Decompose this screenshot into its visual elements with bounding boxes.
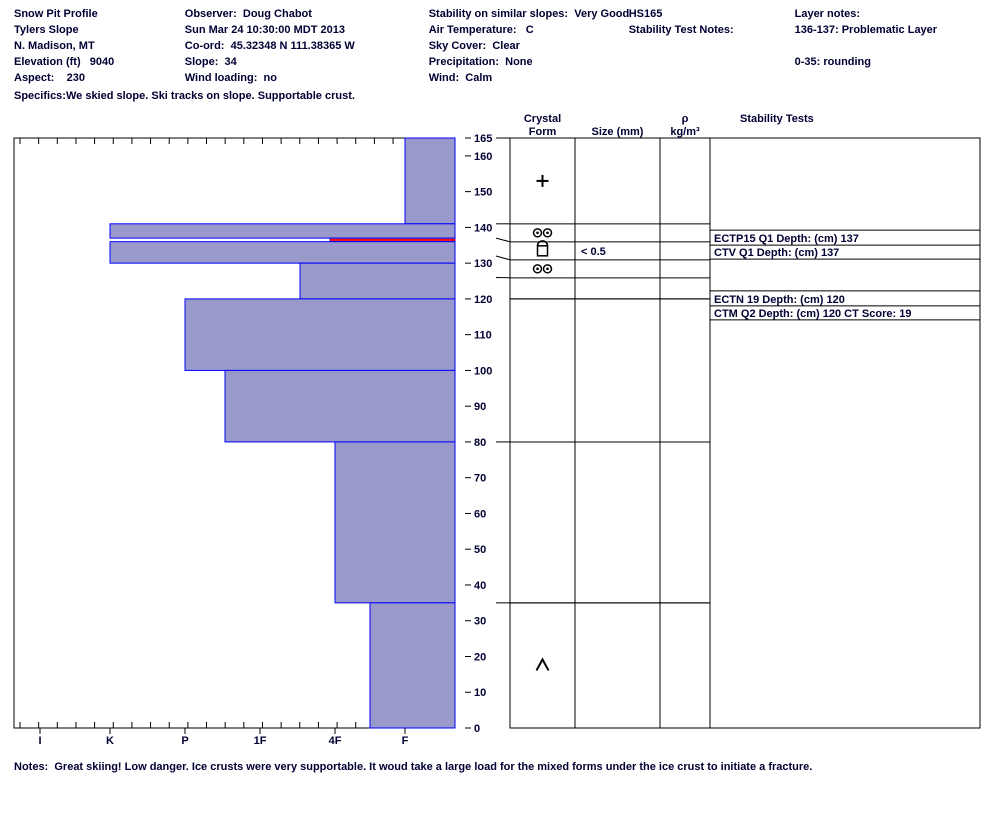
stability-label: Stability on similar slopes: (429, 8, 568, 20)
slope-value: 34 (225, 56, 237, 68)
aspect-label: Aspect: (14, 72, 54, 84)
svg-text:20: 20 (474, 651, 486, 663)
notes-text: Great skiing! Low danger. Ice crusts wer… (54, 761, 812, 773)
stability-value: Very Good (574, 8, 629, 20)
snow-profile-chart: I K P 1F 4F F 0 10 20 30 40 50 60 70 80 90 100 110 120 130 1… (0, 108, 994, 758)
svg-text:1F: 1F (254, 735, 267, 747)
notes-label: Notes: (14, 761, 48, 773)
aspect-value: 230 (67, 72, 85, 84)
svg-text:CTM Q2 Depth: (cm) 120 CT Scor: CTM Q2 Depth: (cm) 120 CT Score: 19 (714, 308, 911, 320)
svg-text:ECTP15 Q1 Depth: (cm) 137: ECTP15 Q1 Depth: (cm) 137 (714, 233, 859, 245)
svg-text:I: I (38, 735, 41, 747)
svg-text:4F: 4F (329, 735, 342, 747)
svg-text:150: 150 (474, 187, 492, 199)
layer-note-1: 136-137: Problematic Layer (795, 24, 937, 36)
svg-text:160: 160 (474, 151, 492, 163)
svg-text:30: 30 (474, 616, 486, 628)
location-2: N. Madison, MT (14, 40, 95, 52)
svg-text:CTV Q1 Depth: (cm) 137: CTV Q1 Depth: (cm) 137 (714, 247, 839, 259)
svg-text:Stability Tests: Stability Tests (740, 113, 814, 125)
svg-text:10: 10 (474, 687, 486, 699)
elevation-value: 9040 (90, 56, 114, 68)
hs-value: HS165 (629, 8, 663, 20)
svg-text:< 0.5: < 0.5 (581, 246, 606, 258)
svg-text:120: 120 (474, 294, 492, 306)
wind-label: Wind: (429, 72, 459, 84)
svg-text:Size (mm): Size (mm) (592, 126, 644, 138)
svg-text:90: 90 (474, 401, 486, 413)
svg-text:80: 80 (474, 437, 486, 449)
observer-label: Observer: (185, 8, 237, 20)
precip-label: Precipitation: (429, 56, 499, 68)
elevation-label: Elevation (ft) (14, 56, 81, 68)
svg-text:100: 100 (474, 365, 492, 377)
svg-text:0: 0 (474, 723, 480, 735)
svg-text:ECTN 19 Depth: (cm) 120: ECTN 19 Depth: (cm) 120 (714, 294, 845, 306)
specifics-value: We skied slope. Ski tracks on slope. Sup… (66, 90, 355, 102)
svg-text:110: 110 (474, 330, 492, 342)
sky-label: Sky Cover: (429, 40, 486, 52)
wind-value: Calm (465, 72, 492, 84)
coord-label: Co-ord: (185, 40, 225, 52)
specifics-label: Specifics: (14, 90, 66, 102)
airtemp-label: Air Temperature: (429, 24, 517, 36)
header-block: Snow Pit Profile Tylers Slope N. Madison… (0, 0, 994, 88)
svg-text:K: K (106, 735, 114, 747)
svg-text:ρ: ρ (682, 113, 689, 125)
svg-text:70: 70 (474, 473, 486, 485)
wind-loading-value: no (264, 72, 277, 84)
svg-text:Crystal: Crystal (524, 113, 561, 125)
svg-text:60: 60 (474, 508, 486, 520)
location-1: Tylers Slope (14, 24, 79, 36)
precip-value: None (505, 56, 533, 68)
svg-text:40: 40 (474, 580, 486, 592)
svg-text:130: 130 (474, 258, 492, 270)
svg-text:F: F (402, 735, 409, 747)
title: Snow Pit Profile (14, 8, 98, 20)
observer-value: Doug Chabot (243, 8, 312, 20)
svg-text:50: 50 (474, 544, 486, 556)
svg-text:Form: Form (529, 126, 557, 138)
datetime: Sun Mar 24 10:30:00 MDT 2013 (185, 24, 345, 36)
svg-text:165: 165 (474, 133, 492, 145)
layer-note-2: 0-35: rounding (795, 56, 871, 68)
svg-text:kg/m³: kg/m³ (670, 126, 700, 138)
coord-value: 45.32348 N 111.38365 W (231, 40, 355, 52)
svg-text:140: 140 (474, 222, 492, 234)
stability-test-notes-label: Stability Test Notes: (629, 24, 734, 36)
sky-value: Clear (492, 40, 520, 52)
layer-notes-label: Layer notes: (795, 8, 860, 20)
slope-label: Slope: (185, 56, 219, 68)
airtemp-value: C (526, 24, 534, 36)
svg-text:P: P (181, 735, 188, 747)
wind-loading-label: Wind loading: (185, 72, 258, 84)
